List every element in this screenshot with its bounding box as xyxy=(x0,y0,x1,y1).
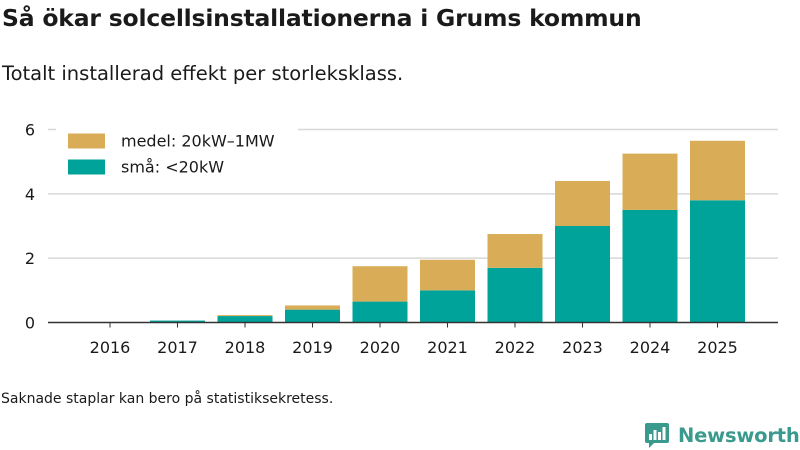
bar-small-2021 xyxy=(420,290,475,323)
bar-medium-2021 xyxy=(420,259,475,291)
bar-small-2024 xyxy=(622,209,678,323)
brand-name: Newsworthy xyxy=(678,423,800,447)
bar-small-2025 xyxy=(690,200,745,323)
x-tick-label: 2022 xyxy=(495,338,536,357)
bar-small-2020 xyxy=(352,301,408,323)
bar-medium-2025 xyxy=(690,140,745,201)
bar-medium-2024 xyxy=(622,153,678,210)
y-tick-label: 0 xyxy=(25,314,35,333)
bar-medium-2020 xyxy=(352,266,408,302)
bar-small-2019 xyxy=(285,309,340,323)
legend-label-small: små: <20kW xyxy=(121,158,224,177)
stacked-bar-chart: 0 2 4 6 2016 2017 2018 2019 2020 2021 2022 2023 2024… xyxy=(25,121,778,357)
x-tick-label: 2025 xyxy=(697,338,738,357)
bar-small-2017 xyxy=(150,320,205,323)
x-tick-label: 2020 xyxy=(360,338,401,357)
bar-medium-2018 xyxy=(217,315,273,317)
legend-swatch-small xyxy=(68,159,105,175)
bar-small-2023 xyxy=(555,226,610,323)
x-tick-label: 2017 xyxy=(157,338,198,357)
bar-chart-logo-icon xyxy=(645,423,669,448)
footnote: Saknade staplar kan bero på statistiksek… xyxy=(1,391,334,407)
bar-medium-2019 xyxy=(285,305,340,310)
bar-small-2018 xyxy=(217,316,273,323)
bar-small-2022 xyxy=(487,267,543,323)
x-tick-label: 2023 xyxy=(562,338,603,357)
x-tick-label: 2021 xyxy=(427,338,468,357)
brand-logo[interactable]: Newsworthy xyxy=(644,420,800,450)
legend-label-medium: medel: 20kW–1MW xyxy=(121,132,275,151)
y-tick-label: 2 xyxy=(25,249,35,268)
chart-title: Så ökar solcellsinstallationerna i Grums… xyxy=(2,4,642,32)
x-tick-label: 2024 xyxy=(630,338,671,357)
x-tick-label: 2019 xyxy=(292,338,333,357)
legend-swatch-medium xyxy=(68,133,105,149)
chart-subtitle: Totalt installerad effekt per storlekskl… xyxy=(2,62,404,85)
y-tick-label: 6 xyxy=(25,121,35,140)
x-tick-label: 2018 xyxy=(225,338,266,357)
x-tick-label: 2016 xyxy=(90,338,131,357)
bar-medium-2022 xyxy=(487,234,543,268)
y-tick-label: 4 xyxy=(25,185,35,204)
bar-medium-2023 xyxy=(555,180,610,226)
